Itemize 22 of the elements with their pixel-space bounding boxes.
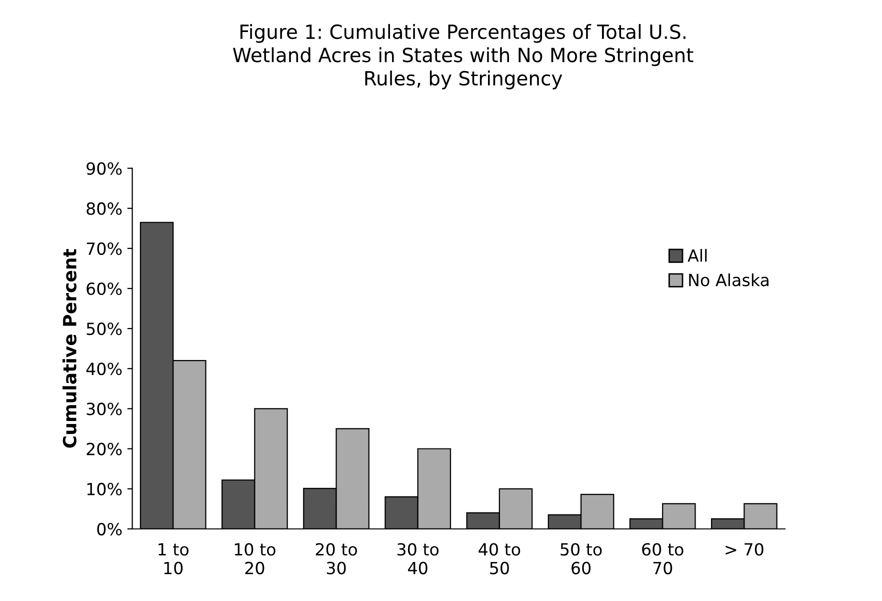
y-axis-title: Cumulative Percent xyxy=(62,248,76,448)
x-tick-label: 20 to 30 xyxy=(316,543,357,574)
x-tick-label: 10 to 20 xyxy=(234,543,276,574)
y-tick-label: 0% xyxy=(97,522,122,536)
legend-label: All xyxy=(688,248,707,262)
y-tick-label: 90% xyxy=(86,162,122,175)
y-tick-label: 80% xyxy=(86,202,122,215)
y-tick-label: 10% xyxy=(87,482,122,496)
y-tick-label: 50% xyxy=(86,322,122,336)
legend-label: No Alaska xyxy=(689,273,768,286)
x-tick-label: > 70 xyxy=(726,543,764,556)
x-tick-label: 40 to 50 xyxy=(478,543,520,574)
y-tick-label: 70% xyxy=(86,242,122,255)
x-tick-label: 30 to 40 xyxy=(398,543,439,574)
y-tick-label: 40% xyxy=(86,362,122,376)
x-tick-label: 60 to 70 xyxy=(642,543,684,574)
y-tick-label: 30% xyxy=(86,402,122,416)
x-tick-label: 50 to 60 xyxy=(560,543,602,574)
y-tick-label: 60% xyxy=(86,282,122,296)
chart-title: Figure 1: Cumulative Percentages of Total U.S. Wetland Acres in States with No More Stringent Rules, by Stringency xyxy=(233,24,694,90)
y-tick-label: 20% xyxy=(86,442,122,456)
x-tick-label: 1 to 10 xyxy=(158,543,188,574)
